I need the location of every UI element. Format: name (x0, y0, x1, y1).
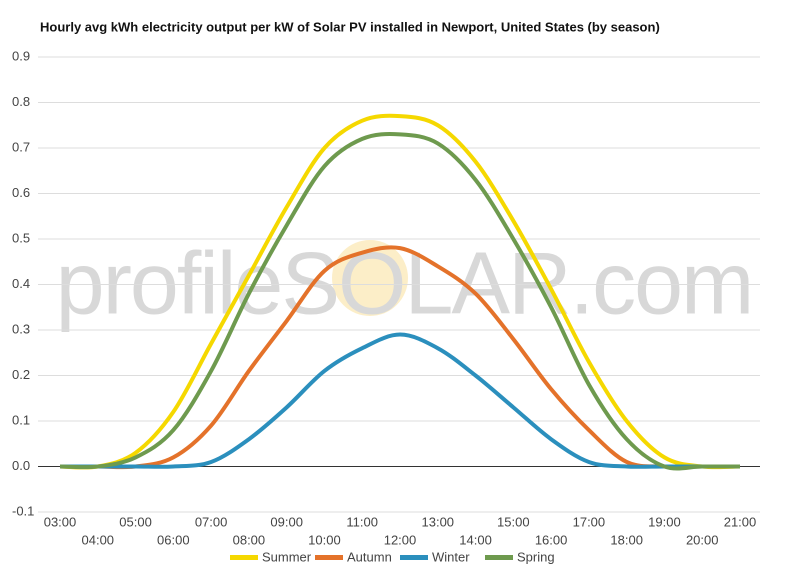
x-tick-label: 15:00 (497, 514, 530, 529)
x-tick-label: 06:00 (157, 532, 190, 547)
y-tick-label: 0.2 (12, 367, 30, 382)
x-tick-label: 12:00 (384, 532, 417, 547)
x-tick-label: 03:00 (44, 514, 77, 529)
x-tick-label: 04:00 (82, 532, 115, 547)
x-tick-label: 16:00 (535, 532, 568, 547)
x-tick-label: 17:00 (573, 514, 606, 529)
x-tick-label: 13:00 (422, 514, 455, 529)
line-series (59, 131, 740, 471)
y-tick-label: 0.8 (12, 94, 30, 109)
chart-title: Hourly avg kWh electricity output per kW… (40, 19, 660, 34)
x-tick-label: 20:00 (686, 532, 719, 547)
x-tick-label: 05:00 (119, 514, 152, 529)
legend-swatch (315, 555, 343, 560)
y-tick-label: 0.5 (12, 230, 30, 245)
x-tick-label: 09:00 (270, 514, 303, 529)
y-tick-label: 0.3 (12, 321, 30, 336)
legend-swatch (230, 555, 258, 560)
legend-swatch (485, 555, 513, 560)
y-tick-label: 0.9 (12, 48, 30, 63)
x-tick-label: 11:00 (346, 514, 378, 529)
x-tick-label: 14:00 (459, 532, 492, 547)
y-tick-label: 0.1 (12, 412, 30, 427)
line-series (60, 332, 740, 469)
legend-label: Summer (262, 549, 312, 564)
line-series (60, 245, 740, 470)
y-tick-label: 0.7 (12, 139, 30, 154)
y-tick-label: 0.6 (12, 185, 30, 200)
legend-label: Spring (517, 549, 555, 564)
x-tick-label: 08:00 (233, 532, 266, 547)
y-tick-label: 0.0 (12, 458, 30, 473)
legend-label: Autumn (347, 549, 392, 564)
x-tick-label: 18:00 (610, 532, 643, 547)
x-tick-label: 19:00 (648, 514, 681, 529)
y-tick-label: -0.1 (12, 503, 34, 518)
x-tick-label: 10:00 (308, 532, 341, 547)
legend-label: Winter (432, 549, 470, 564)
x-tick-label: 21:00 (724, 514, 757, 529)
y-tick-label: 0.4 (12, 276, 30, 291)
x-tick-label: 07:00 (195, 514, 228, 529)
watermark-sun (332, 240, 408, 316)
line-series (59, 113, 741, 470)
legend-swatch (400, 555, 428, 560)
